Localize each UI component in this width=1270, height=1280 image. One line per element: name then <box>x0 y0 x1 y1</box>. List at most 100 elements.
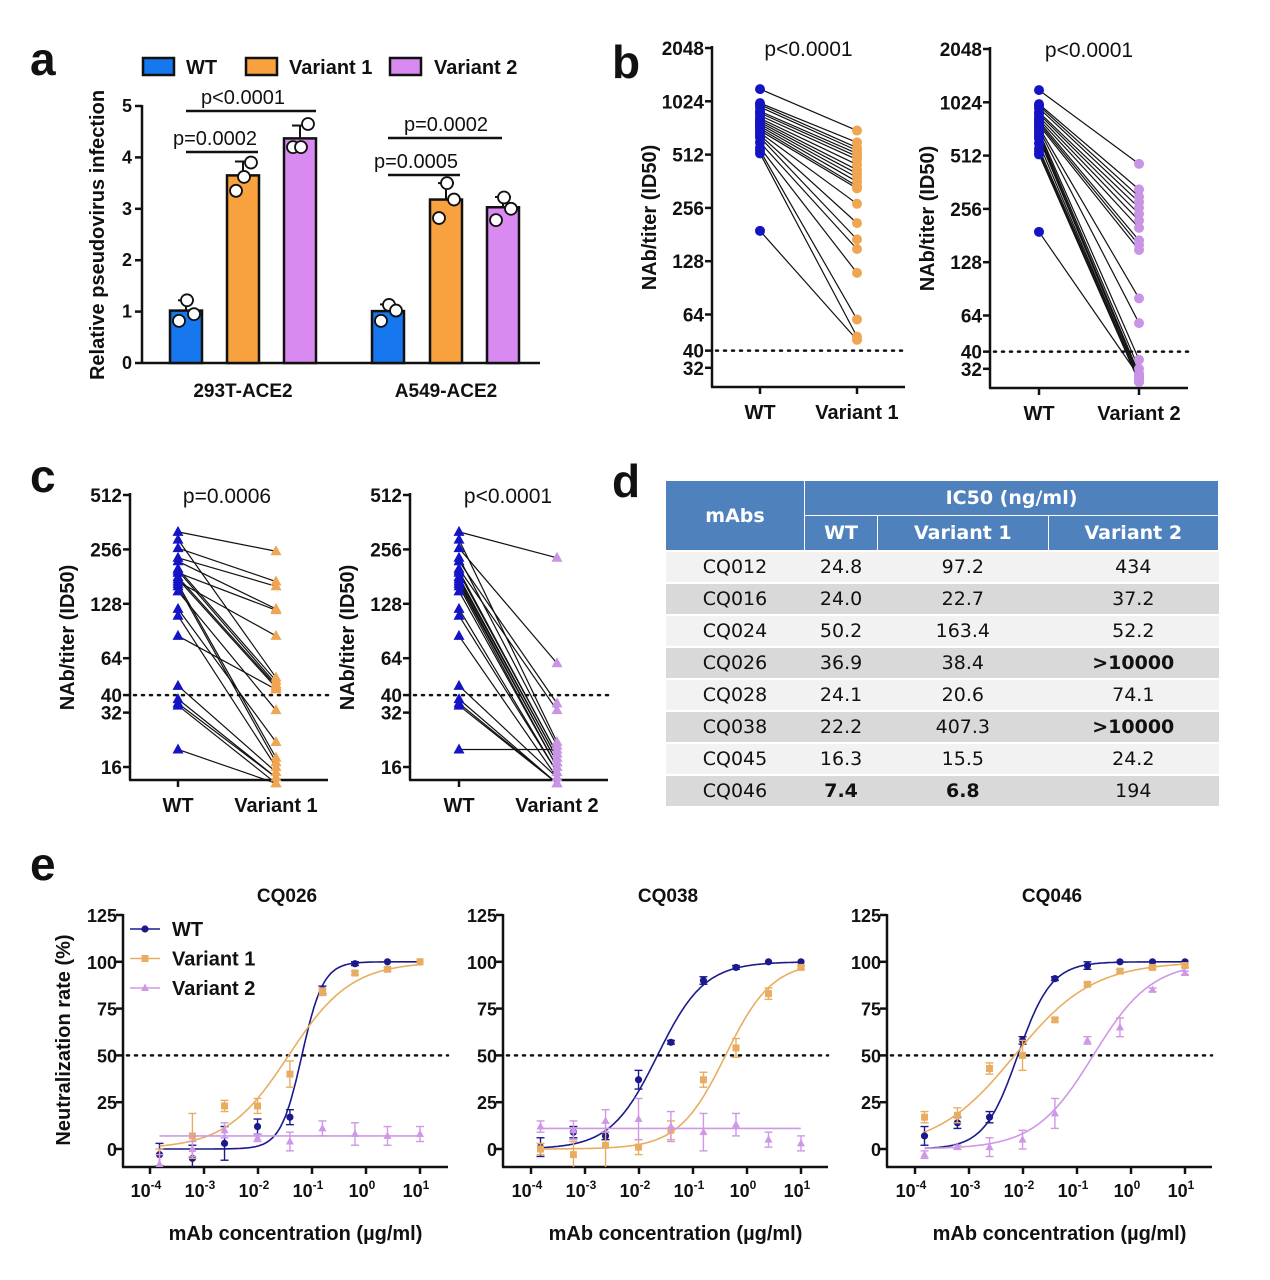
table-cell-ic50: 74.1 <box>1048 678 1219 711</box>
x-tick-label: 10-3 <box>950 1178 981 1201</box>
data-point <box>389 303 403 318</box>
y-tick-label: 5 <box>122 96 132 116</box>
pair-line <box>458 578 558 759</box>
y-tick-label: 125 <box>467 906 497 926</box>
data-point-variant-1 <box>254 1102 262 1110</box>
data-point-variant-2 <box>601 1116 610 1124</box>
x-tick-label: 101 <box>784 1178 811 1201</box>
y-tick-label: 50 <box>861 1046 881 1066</box>
variant-point <box>551 657 563 668</box>
data-point-variant-1 <box>416 958 424 966</box>
y-tick-label: 40 <box>961 343 982 364</box>
y-axis-label: NAb/titer (ID50) <box>917 146 939 292</box>
variant-point <box>852 234 862 245</box>
data-point-variant-2 <box>666 1122 675 1130</box>
data-point-variant-2 <box>350 1129 359 1138</box>
y-tick-label: 3 <box>122 199 132 219</box>
pair-line <box>177 590 277 711</box>
x-tick-label: 10-2 <box>239 1178 270 1201</box>
variant-point <box>551 777 563 788</box>
data-point-variant-2 <box>1050 1108 1059 1117</box>
data-point <box>374 313 388 328</box>
data-point-variant-2 <box>1018 1135 1027 1143</box>
y-tick-label: 128 <box>950 253 982 274</box>
y-tick-label: 512 <box>950 147 982 168</box>
pair-line <box>1038 138 1140 377</box>
panel-letter-a: a <box>30 33 56 85</box>
p-value-label: p<0.0001 <box>464 485 552 508</box>
x-tick-label: 10-3 <box>566 1178 597 1201</box>
table-cell-ic50: 38.4 <box>877 646 1049 679</box>
data-point <box>187 307 201 322</box>
x-tick-label: WT <box>1023 403 1054 425</box>
wt-point <box>453 585 465 596</box>
data-point <box>301 117 315 131</box>
pair-line <box>1038 122 1140 246</box>
legend-swatch-1 <box>244 56 279 77</box>
pair-line <box>177 568 277 682</box>
y-tick-label: 256 <box>90 540 122 561</box>
data-point <box>294 140 308 155</box>
data-point-variant-2 <box>1083 1035 1092 1044</box>
y-tick-label: 25 <box>861 1093 881 1113</box>
fit-curve-wt <box>540 961 801 1149</box>
pair-line <box>759 115 858 161</box>
table-cell-ic50: 22.2 <box>804 710 878 743</box>
table-cell-mab: CQ024 <box>665 614 805 647</box>
table-cell-ic50: 37.2 <box>1048 582 1219 615</box>
x-tick-label: 10-4 <box>896 1178 927 1201</box>
x-tick-label: 10-1 <box>1058 1178 1089 1201</box>
y-tick-label: 64 <box>101 649 123 670</box>
pair-line <box>177 557 277 587</box>
y-tick-label: 40 <box>381 686 402 707</box>
pair-line <box>177 615 277 768</box>
data-point-wt <box>351 960 359 968</box>
y-tick-label: 2048 <box>662 39 704 60</box>
data-point-variant-1 <box>1019 1051 1027 1059</box>
bar-variant-1 <box>225 174 261 365</box>
data-point-wt <box>286 1113 294 1121</box>
wt-point <box>172 679 184 690</box>
data-point-variant-2 <box>155 1159 164 1167</box>
pair-line <box>759 104 858 149</box>
y-tick-label: 25 <box>97 1093 117 1113</box>
x-tick-label: 10-4 <box>512 1178 543 1201</box>
y-axis-label: NAb/titer (ID50) <box>639 145 661 291</box>
data-point-variant-2 <box>764 1135 773 1143</box>
pair-line <box>1038 129 1140 324</box>
y-tick-label: 125 <box>87 906 117 926</box>
y-tick-label: 40 <box>683 342 704 363</box>
pair-line <box>177 685 277 773</box>
y-tick-label: 512 <box>90 486 122 507</box>
pair-line <box>177 585 277 763</box>
table-cell-ic50: 52.2 <box>1048 614 1219 647</box>
x-tick-label: 101 <box>403 1178 430 1201</box>
y-tick-label: 64 <box>961 307 983 328</box>
legend-swatch-2 <box>388 56 423 77</box>
variant-point <box>1134 215 1144 226</box>
table-cell-ic50: 97.2 <box>877 550 1049 583</box>
y-tick-label: 16 <box>381 758 402 779</box>
bar-variant-2 <box>282 137 318 365</box>
y-tick-label: 0 <box>487 1140 497 1160</box>
variant-point <box>1134 222 1144 233</box>
y-tick-label: 100 <box>851 953 881 973</box>
pair-line <box>458 547 558 664</box>
data-point <box>447 192 461 207</box>
pair-line <box>759 137 858 240</box>
data-point-variant-2 <box>1181 968 1189 977</box>
table-header-ic50: IC50 (ng/ml) <box>804 480 1219 516</box>
data-point-variant-1 <box>764 990 772 998</box>
variant-point <box>270 683 282 694</box>
y-tick-label: 2048 <box>940 40 982 61</box>
data-point-variant-1 <box>1116 967 1124 975</box>
data-point <box>440 176 454 191</box>
pair-line <box>177 608 277 743</box>
data-point-variant-1 <box>1181 962 1189 970</box>
table-cell-ic50: 194 <box>1048 774 1219 806</box>
data-point <box>229 183 243 198</box>
wt-point <box>172 602 184 613</box>
x-tick-label: 10-2 <box>620 1178 651 1201</box>
data-point-wt <box>1051 975 1059 983</box>
